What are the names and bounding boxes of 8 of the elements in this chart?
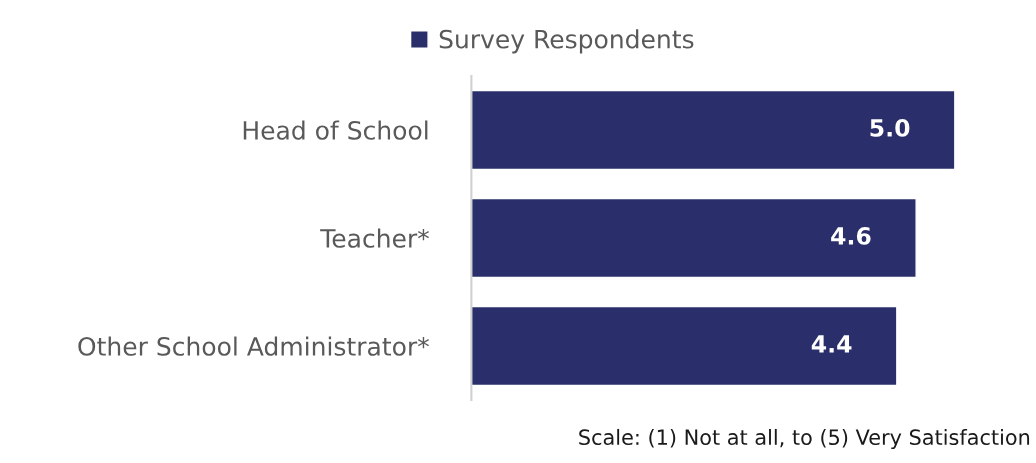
text: Scale: (1) Not at all, to (5) Very Satisfaction — [579, 428, 1030, 450]
data-label: 4.6 — [831, 227, 871, 245]
y-tick-label: Head of School — [243, 120, 428, 140]
legend-label: Survey Respondents — [439, 29, 694, 54]
data-label: 5.0 — [870, 118, 910, 137]
y-tick-label: Other School Administrator* — [78, 336, 429, 356]
data-label: 4.4 — [811, 335, 852, 353]
y-tick-label: Teacher* — [320, 228, 429, 248]
